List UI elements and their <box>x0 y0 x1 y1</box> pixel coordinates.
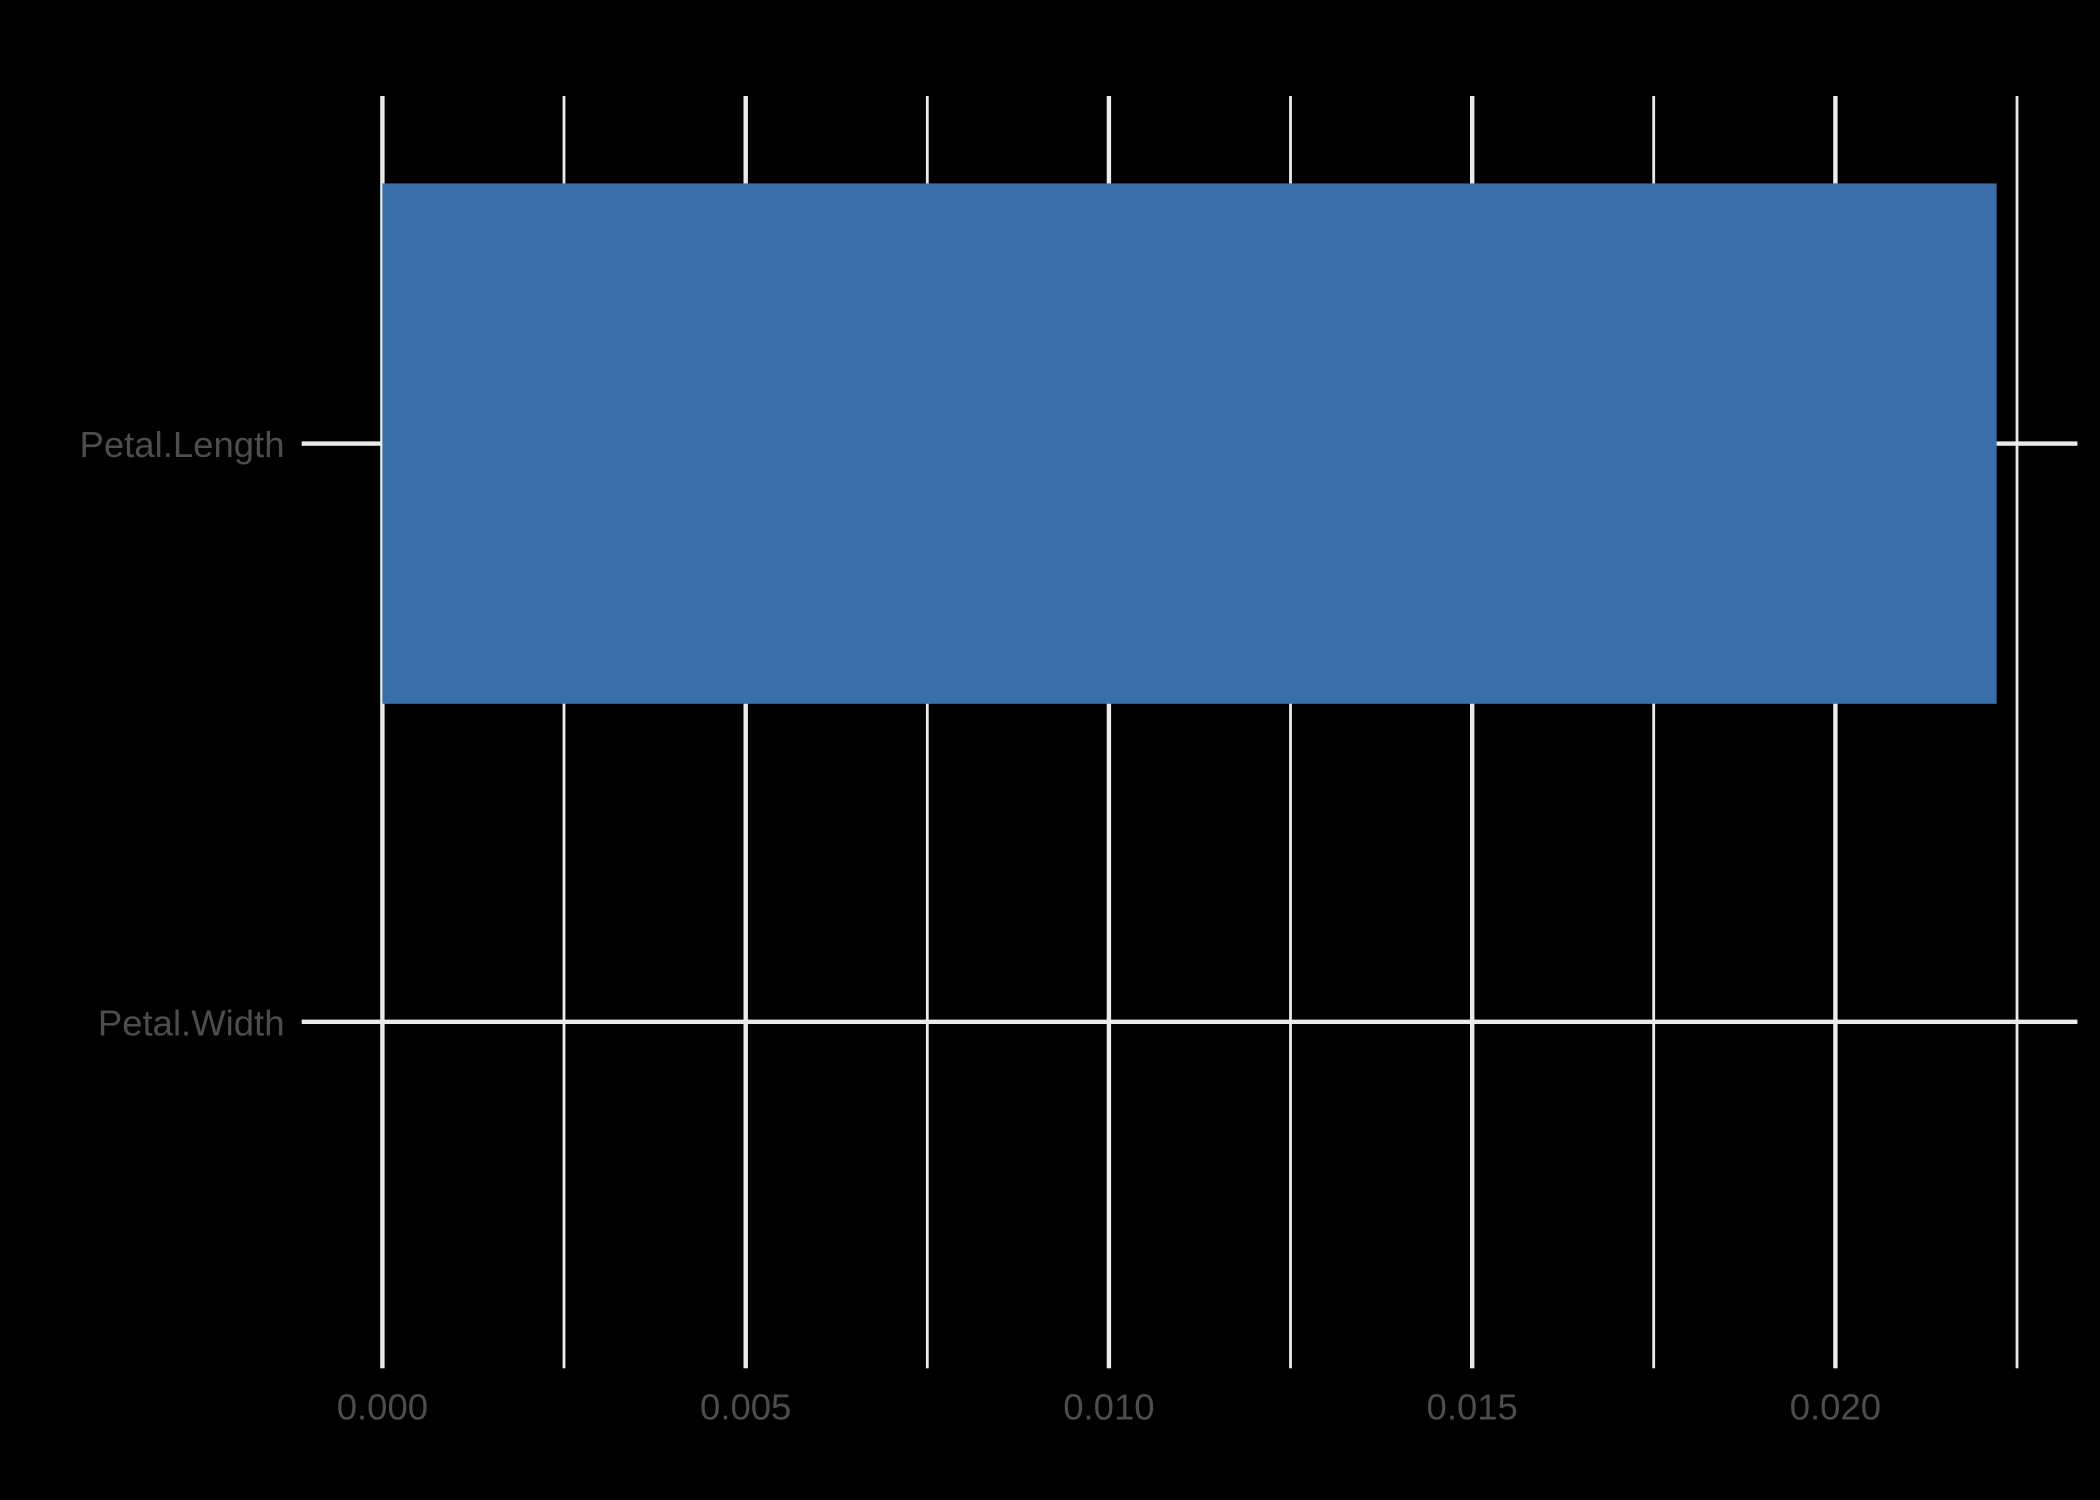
svg-text:0.005: 0.005 <box>700 1387 791 1428</box>
svg-text:0.020: 0.020 <box>1790 1387 1881 1428</box>
svg-text:0.000: 0.000 <box>337 1387 428 1428</box>
svg-text:0.015: 0.015 <box>1427 1387 1518 1428</box>
svg-text:0.010: 0.010 <box>1063 1387 1154 1428</box>
svg-text:Petal.Width: Petal.Width <box>98 1002 285 1043</box>
svg-text:Petal.Length: Petal.Length <box>80 424 285 465</box>
